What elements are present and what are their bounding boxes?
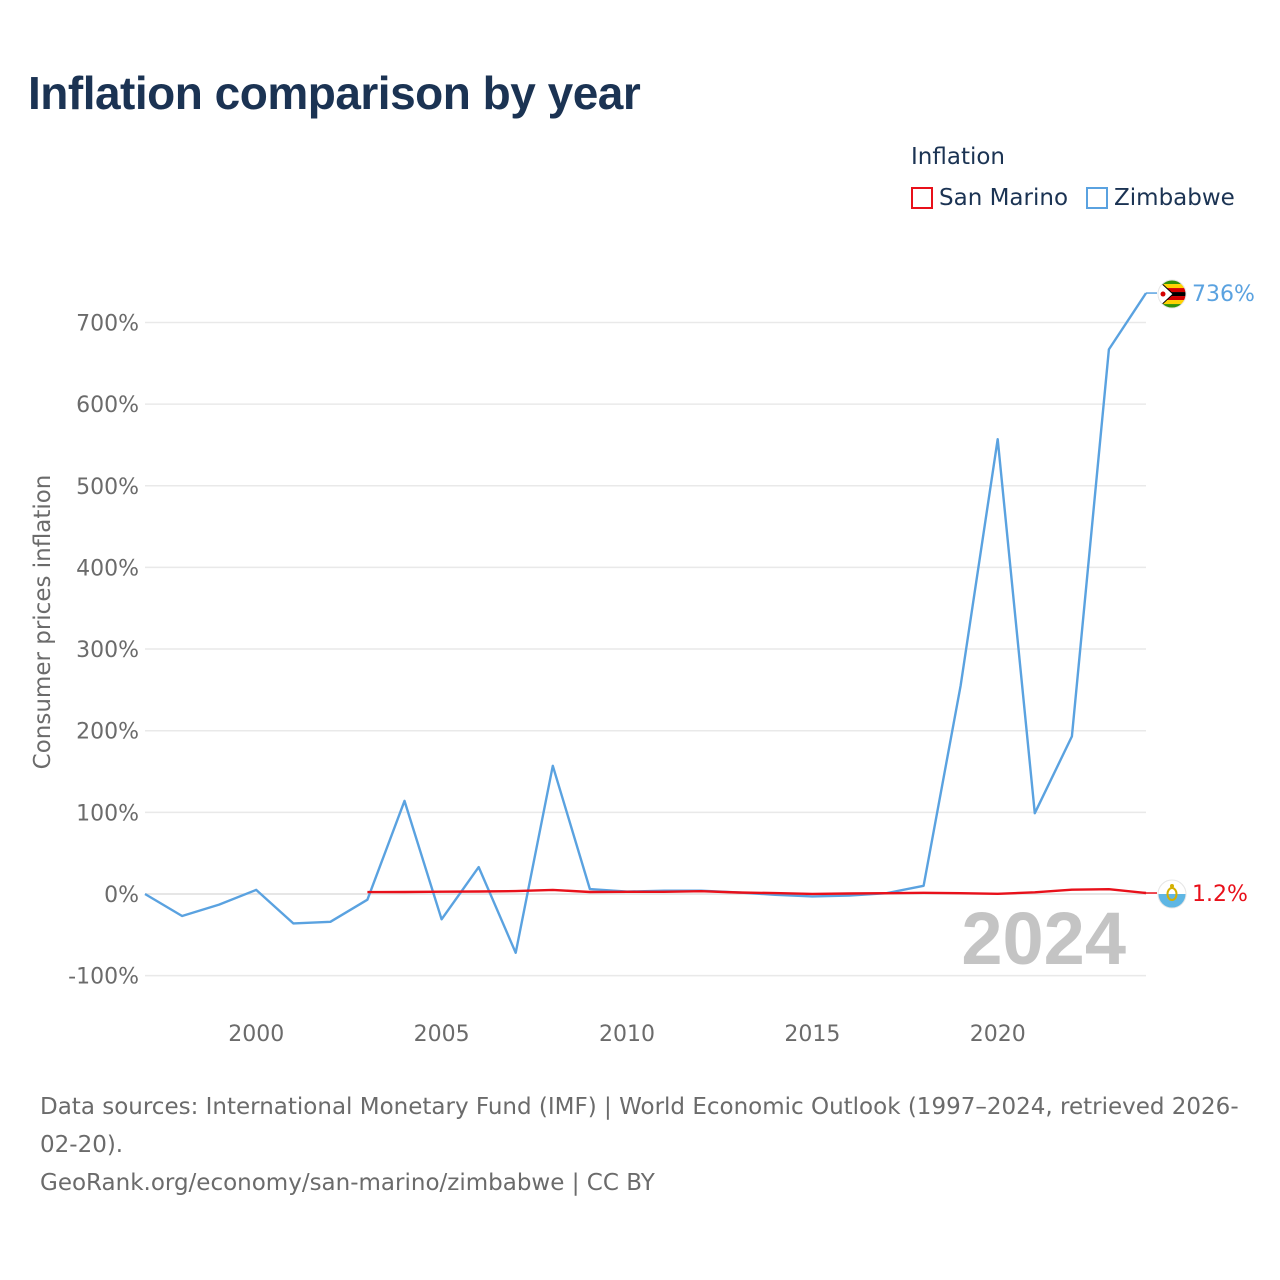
y-tick-label: 100% xyxy=(76,801,139,826)
legend-title: Inflation xyxy=(911,144,1005,170)
year-watermark: 2024 xyxy=(961,897,1126,980)
end-value-label: 1.2% xyxy=(1192,882,1248,907)
x-tick-label: 2000 xyxy=(228,1022,284,1047)
y-tick-label: 400% xyxy=(76,556,139,581)
y-tick-label: 700% xyxy=(76,311,139,336)
gridlines xyxy=(145,321,1146,977)
y-axis-ticks: -100% 0% 100% 200% 300% 400% 500% 600% 700% xyxy=(68,311,139,989)
series-lines xyxy=(144,292,1148,954)
legend-item-san-marino[interactable]: San Marino xyxy=(911,185,1068,211)
y-tick-label: 500% xyxy=(76,475,139,500)
legend-label-san-marino: San Marino xyxy=(939,185,1069,211)
legend-swatch-zimbabwe xyxy=(1086,187,1109,209)
end-value-label: 736% xyxy=(1192,282,1255,307)
x-axis-ticks: 2000 2005 2010 2015 2020 xyxy=(228,1022,1025,1047)
legend: San Marino Zimbabwe xyxy=(911,185,1235,211)
legend-label-zimbabwe: Zimbabwe xyxy=(1114,185,1235,211)
y-tick-label: 0% xyxy=(104,883,139,908)
y-tick-label: 200% xyxy=(76,720,139,745)
y-tick-label: -100% xyxy=(68,965,139,990)
source-note: Data sources: International Monetary Fun… xyxy=(40,1094,1239,1158)
series-line-zimbabwe[interactable] xyxy=(144,292,1148,954)
zimbabwe-flag-icon xyxy=(1157,279,1187,309)
x-tick-label: 2020 xyxy=(970,1022,1026,1047)
x-tick-label: 2010 xyxy=(599,1022,655,1047)
x-tick-label: 2005 xyxy=(414,1022,470,1047)
y-axis-label: Consumer prices inflation xyxy=(30,475,56,770)
chart-title: Inflation comparison by year xyxy=(28,67,641,119)
attribution-link[interactable]: GeoRank.org/economy/san-marino/zimbabwe … xyxy=(40,1170,655,1196)
san-marino-flag-icon xyxy=(1157,879,1187,909)
x-tick-label: 2015 xyxy=(784,1022,840,1047)
legend-item-zimbabwe[interactable]: Zimbabwe xyxy=(1086,185,1235,211)
footer: Data sources: International Monetary Fun… xyxy=(40,1088,1250,1202)
series-end-markers: 1.2% 736% xyxy=(1146,279,1255,909)
legend-swatch-san-marino xyxy=(911,187,933,209)
y-tick-label: 300% xyxy=(76,638,139,663)
y-tick-label: 600% xyxy=(76,393,139,418)
series-line-san-marino[interactable] xyxy=(367,888,1147,896)
